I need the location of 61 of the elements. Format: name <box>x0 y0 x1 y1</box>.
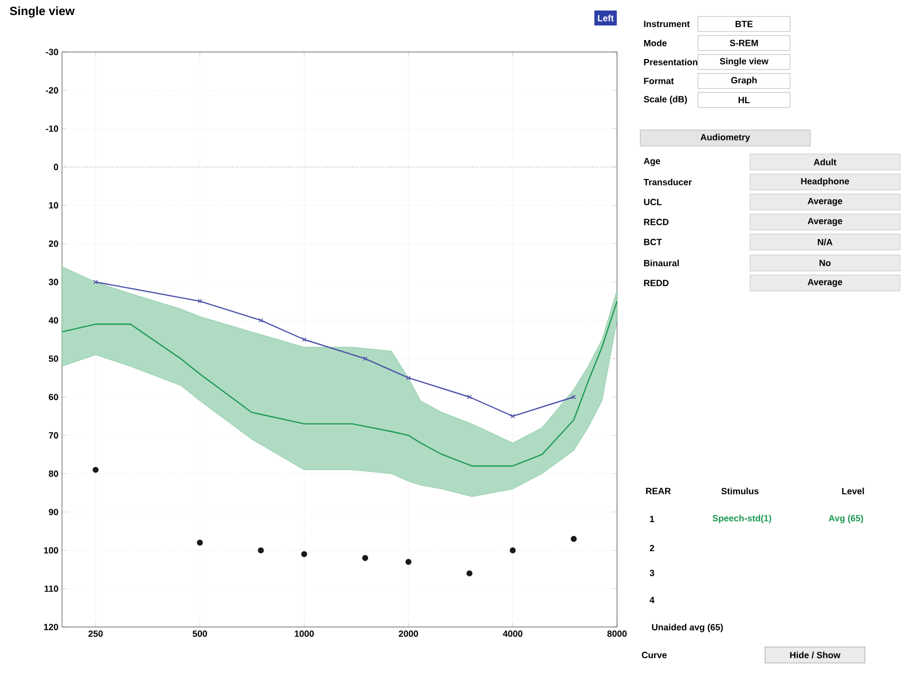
text: No <box>820 260 831 266</box>
y-tick-label: -10 <box>46 125 58 132</box>
text: 2 <box>650 544 654 552</box>
y-tick-label: 10 <box>49 202 58 209</box>
text: Headphone <box>801 178 850 186</box>
text: Left <box>598 14 614 22</box>
text: 4 <box>650 596 654 604</box>
text: Unaided avg (65) <box>652 624 723 632</box>
x-tick-label: 8000 <box>607 630 627 637</box>
y-tick-label: 100 <box>44 547 58 554</box>
text: 3 <box>650 570 654 576</box>
y-tick-label: 40 <box>48 317 58 324</box>
text: REAR <box>646 488 671 494</box>
text: S-REM <box>730 40 758 46</box>
text: Scale (dB) <box>644 96 687 104</box>
text: Format <box>644 78 674 84</box>
text: UCL <box>644 198 662 206</box>
text: Average <box>808 278 842 288</box>
text: Avg (65) <box>828 514 864 524</box>
y-tick-label: 60 <box>48 394 58 400</box>
text: Level <box>842 488 864 494</box>
text: Stimulus <box>721 488 759 494</box>
y-tick-label: 20 <box>48 240 58 247</box>
text: BTE <box>736 20 753 28</box>
x-tick-label: 250 <box>88 630 103 637</box>
text: Instrument <box>644 20 690 28</box>
text: Transducer <box>644 178 692 186</box>
x-tick-label: 500 <box>192 630 207 637</box>
text: RECD <box>644 218 669 226</box>
y-tick-label: 0 <box>54 164 58 170</box>
text: REDD <box>644 280 669 286</box>
text: HL <box>738 96 750 104</box>
text: Audiometry <box>700 134 750 142</box>
text: Binaural <box>644 260 679 266</box>
y-tick-label: 110 <box>44 585 58 592</box>
x-tick-label: 1000 <box>294 630 314 637</box>
text: Graph <box>731 76 757 86</box>
y-tick-label: 50 <box>48 355 58 362</box>
y-tick-label: 90 <box>48 508 58 516</box>
y-tick-label: 80 <box>48 470 58 477</box>
text: Single view <box>720 58 768 66</box>
x-tick-label: 2000 <box>398 630 418 637</box>
text: 1 <box>650 516 654 522</box>
chart-title: Single view <box>10 6 75 18</box>
y-tick-label: 70 <box>48 432 58 439</box>
y-tick-label: -30 <box>46 48 58 56</box>
text: BCT <box>644 238 662 246</box>
text: Adult <box>814 158 836 166</box>
text: Hide / Show <box>790 652 840 658</box>
y-tick-label: 30 <box>48 278 58 286</box>
text: Age <box>644 158 660 166</box>
text: Average <box>808 218 842 226</box>
text: N/A <box>818 238 832 246</box>
y-tick-label: 120 <box>44 624 58 630</box>
text: Average <box>808 198 842 206</box>
y-tick-label: -20 <box>46 87 58 94</box>
x-tick-label: 4000 <box>502 630 522 637</box>
text: Presentation <box>644 58 698 66</box>
text: Curve <box>642 652 667 658</box>
text: Mode <box>644 40 667 46</box>
text: Speech-std(1) <box>712 514 772 524</box>
